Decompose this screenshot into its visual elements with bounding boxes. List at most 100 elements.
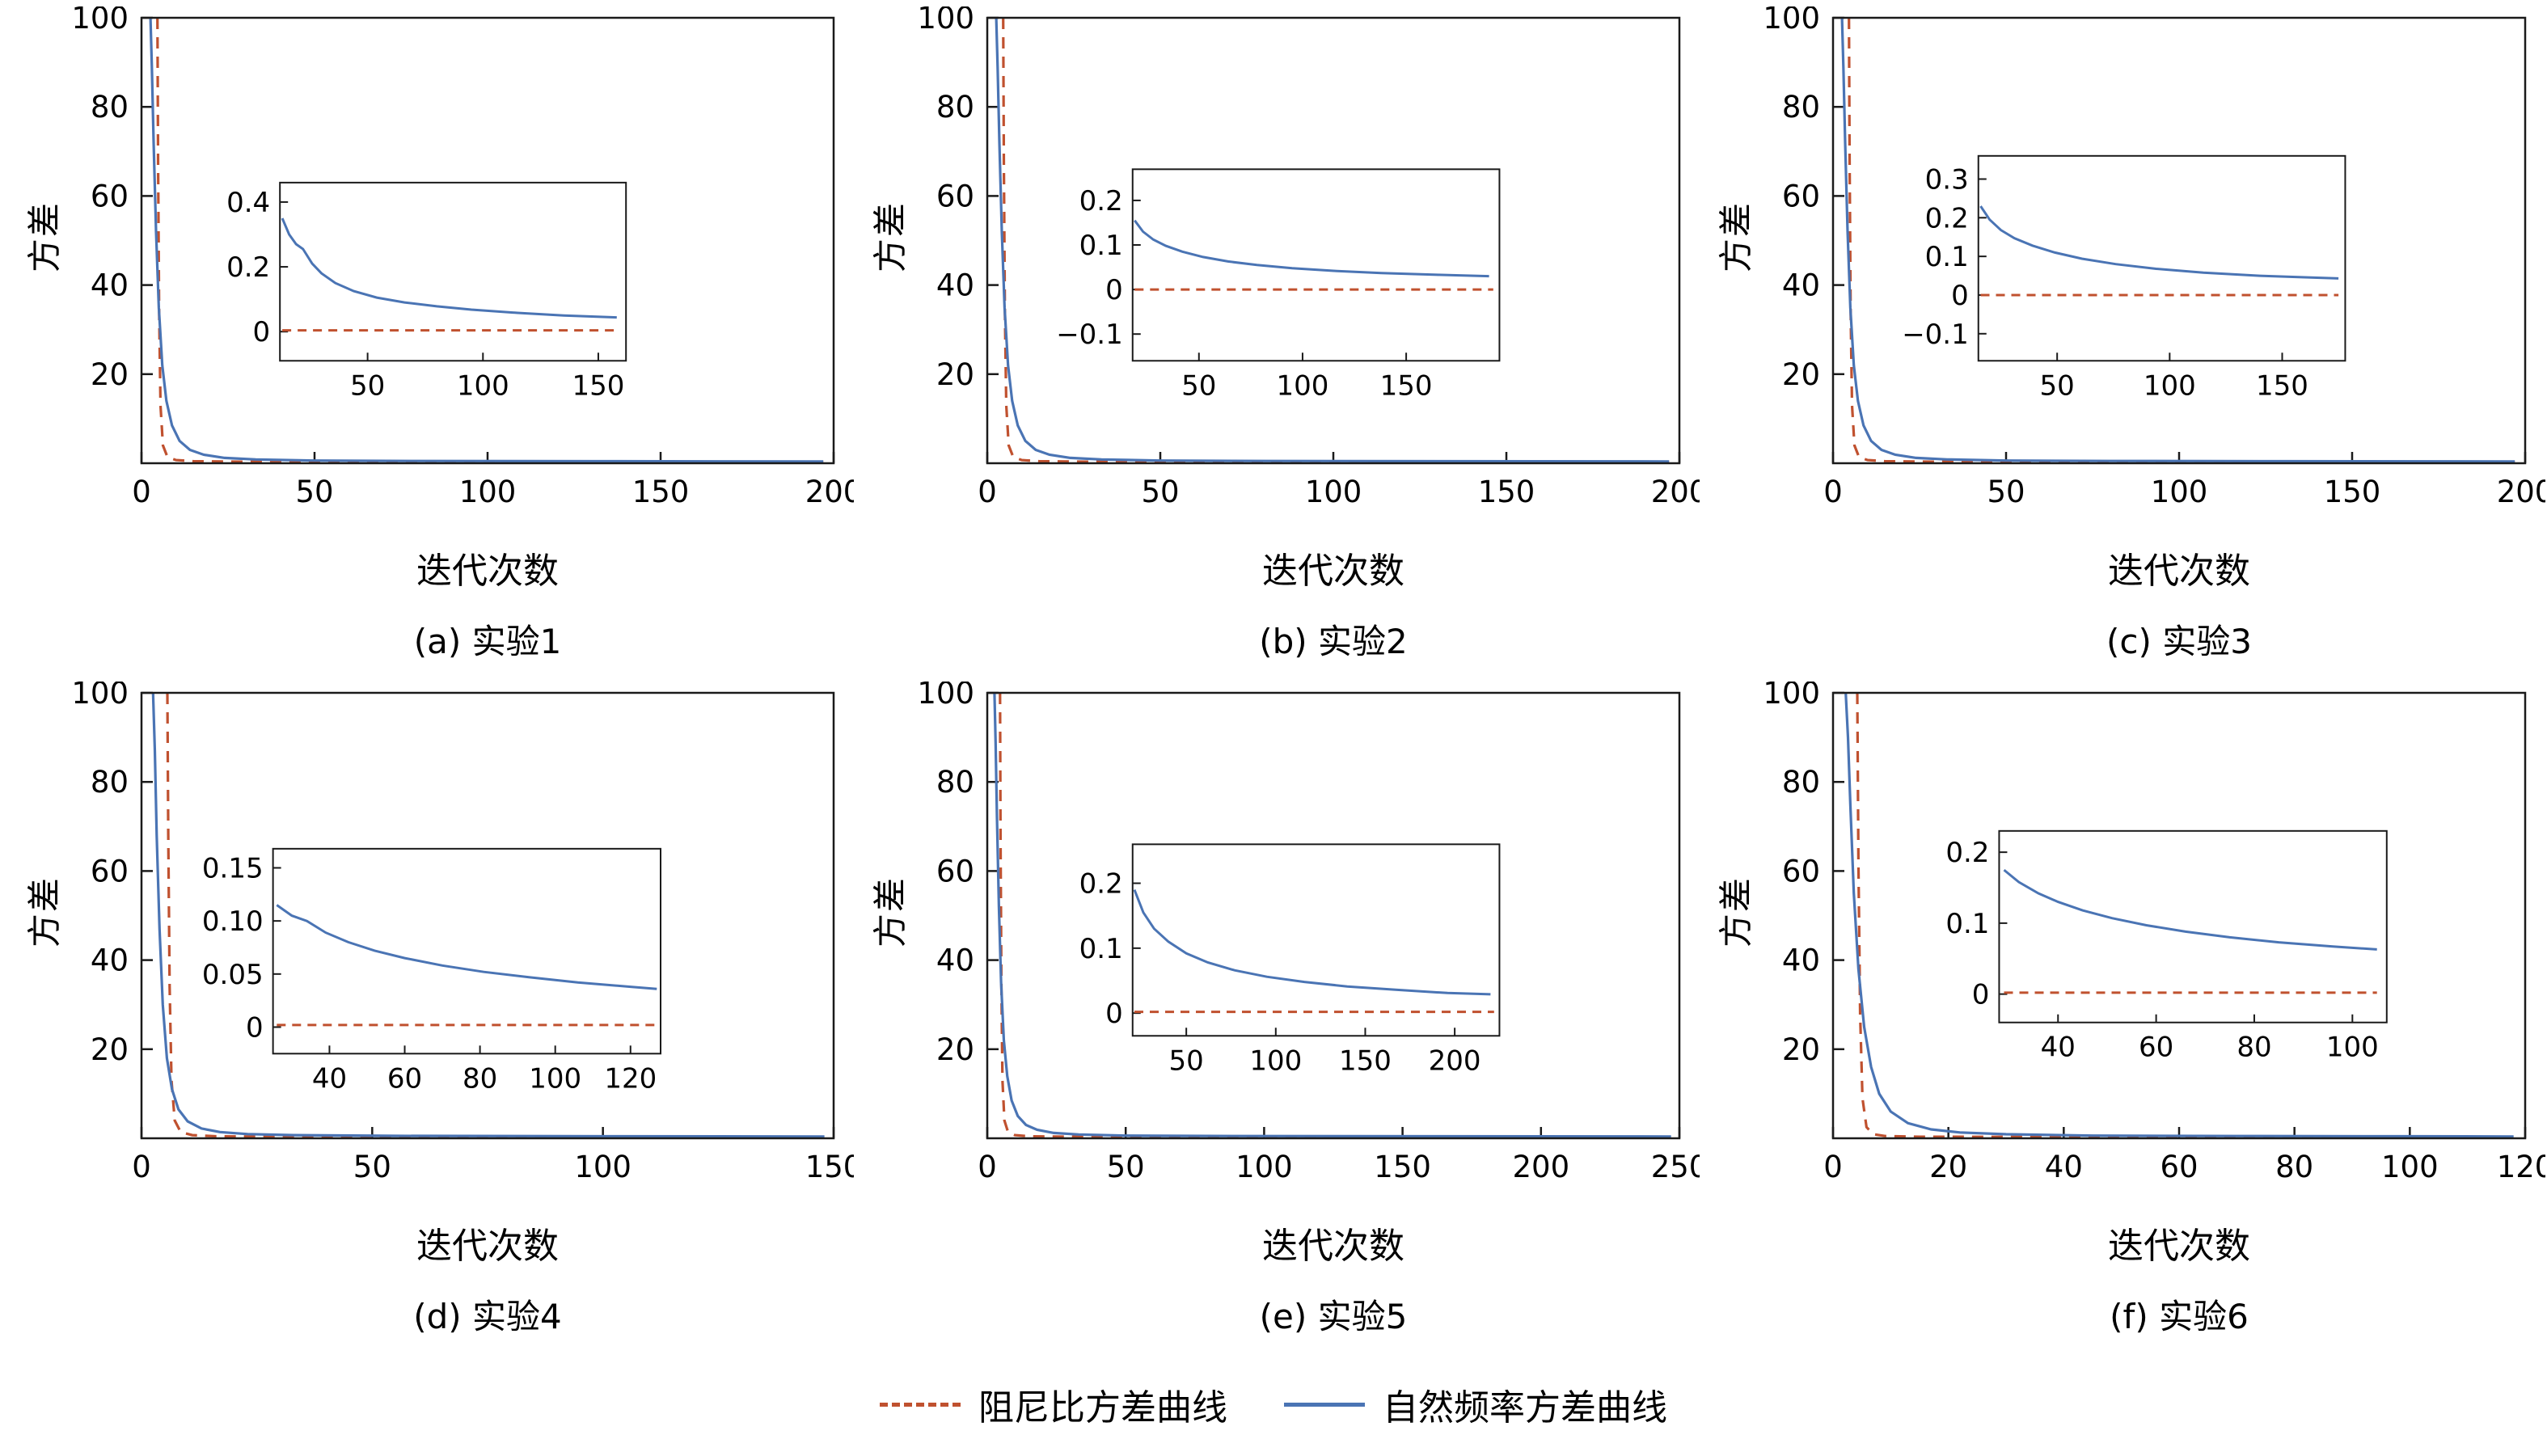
svg-text:0.3: 0.3 — [1925, 164, 1969, 196]
subplot-grid: 0 50 100 150 200 20 40 60 80 100 50 100 150 0 0.2 0.4 方… — [8, 1, 2547, 1357]
y-axis-label-c: 方差 — [1716, 201, 1756, 273]
svg-text:200: 200 — [2497, 475, 2545, 509]
subplot-e: 0 50 100 150 200 250 20 40 60 80 100 50 100 150 200 0 0.… — [854, 676, 1709, 1357]
svg-text:150: 150 — [632, 475, 690, 509]
svg-text:40: 40 — [312, 1062, 347, 1095]
svg-text:50: 50 — [1141, 475, 1179, 509]
legend-label-damping-ratio: 阻尼比方差曲线 — [978, 1387, 1227, 1429]
subplot-b: 0 50 100 150 200 20 40 60 80 100 50 100 150 −0.1 0 0.1 0… — [854, 1, 1709, 682]
svg-text:80: 80 — [2275, 1150, 2313, 1184]
svg-text:150: 150 — [2256, 369, 2308, 402]
svg-text:50: 50 — [1107, 1150, 1145, 1184]
x-axis-label-c: 迭代次数 — [2108, 551, 2250, 592]
svg-text:60: 60 — [387, 1062, 422, 1095]
natural-frequency-curve — [151, 693, 825, 1138]
svg-text:50: 50 — [350, 369, 385, 402]
y-axis-label-e: 方差 — [870, 876, 910, 948]
svg-text:20: 20 — [1782, 1032, 1820, 1067]
inset-natural-frequency-curve — [2003, 868, 2377, 951]
svg-text:0.1: 0.1 — [1945, 908, 1989, 940]
svg-text:60: 60 — [91, 854, 129, 888]
svg-text:60: 60 — [1782, 179, 1820, 213]
inset-natural-frequency-curve — [1133, 889, 1491, 996]
svg-text:120: 120 — [604, 1062, 657, 1095]
svg-text:150: 150 — [572, 369, 625, 402]
subplot-caption-c: (c) 实验3 — [2106, 622, 2252, 661]
chart-svg: 0 50 100 150 200 20 40 60 80 100 50 100 150 0 0.2 0.4 — [71, 1, 862, 509]
svg-text:150: 150 — [1339, 1045, 1392, 1077]
svg-text:200: 200 — [1651, 475, 1700, 509]
svg-text:80: 80 — [463, 1062, 497, 1095]
x-axis-label-e: 迭代次数 — [1262, 1226, 1404, 1267]
svg-text:0.2: 0.2 — [1079, 868, 1123, 901]
svg-text:150: 150 — [1374, 1150, 1431, 1184]
svg-text:20: 20 — [91, 1032, 129, 1067]
svg-text:40: 40 — [936, 268, 974, 303]
svg-text:150: 150 — [1478, 475, 1535, 509]
svg-text:0.1: 0.1 — [1079, 933, 1123, 965]
natural-frequency-curve — [995, 18, 1670, 463]
subplot-caption-d: (d) 实验4 — [413, 1297, 562, 1336]
legend-label-natural-frequency: 自然频率方差曲线 — [1383, 1387, 1667, 1429]
svg-text:50: 50 — [353, 1150, 391, 1184]
svg-text:100: 100 — [1276, 369, 1328, 402]
damping-ratio-curve — [1002, 18, 1670, 463]
svg-text:100: 100 — [1305, 475, 1362, 509]
svg-text:−0.1: −0.1 — [1902, 319, 1969, 351]
svg-text:40: 40 — [2045, 1150, 2083, 1184]
svg-text:20: 20 — [936, 357, 974, 392]
svg-text:0: 0 — [1823, 475, 1843, 509]
svg-text:40: 40 — [91, 268, 129, 303]
y-axis-label-b: 方差 — [870, 201, 910, 273]
y-axis-label-f: 方差 — [1716, 876, 1756, 948]
svg-text:0: 0 — [246, 1011, 264, 1044]
x-axis-label-a: 迭代次数 — [416, 551, 559, 592]
svg-text:80: 80 — [91, 90, 129, 124]
subplot-caption-e: (e) 实验5 — [1259, 1297, 1408, 1336]
chart-svg: 0 50 100 150 200 20 40 60 80 100 50 100 150 −0.1 0 0.1 0… — [917, 1, 1708, 509]
damping-ratio-curve — [156, 18, 824, 463]
natural-frequency-curve — [1840, 18, 2515, 463]
svg-text:120: 120 — [2497, 1150, 2545, 1184]
svg-text:0.10: 0.10 — [202, 905, 264, 938]
damping-ratio-curve — [166, 693, 825, 1138]
svg-text:60: 60 — [1782, 854, 1820, 888]
svg-text:60: 60 — [91, 179, 129, 213]
subplot-caption-a: (a) 实验1 — [413, 622, 562, 661]
svg-text:20: 20 — [1929, 1150, 1967, 1184]
natural-frequency-curve — [1844, 693, 2514, 1138]
subplot-caption-b: (b) 实验2 — [1259, 622, 1408, 661]
svg-text:200: 200 — [1429, 1045, 1481, 1077]
svg-text:80: 80 — [2237, 1032, 2271, 1064]
svg-text:50: 50 — [1181, 369, 1216, 402]
svg-text:100: 100 — [2381, 1150, 2439, 1184]
svg-text:0.2: 0.2 — [1079, 185, 1123, 217]
svg-text:100: 100 — [1235, 1150, 1293, 1184]
svg-text:100: 100 — [2151, 475, 2208, 509]
svg-text:0: 0 — [978, 1150, 997, 1184]
inset-natural-frequency-curve — [1979, 205, 2339, 280]
svg-text:60: 60 — [936, 854, 974, 888]
inset-natural-frequency-curve — [1134, 219, 1489, 278]
legend-item-damping-ratio: 阻尼比方差曲线 — [880, 1378, 1227, 1430]
svg-text:0: 0 — [1951, 280, 1969, 312]
svg-text:60: 60 — [2160, 1150, 2198, 1184]
chart-canvas-c: 0 50 100 150 200 20 40 60 80 100 50 100 150 −0.1 0 0.1 0… — [1700, 1, 2547, 528]
svg-text:0.4: 0.4 — [226, 187, 270, 219]
svg-text:0.1: 0.1 — [1925, 241, 1969, 273]
svg-text:250: 250 — [1651, 1150, 1700, 1184]
subplot-caption-f: (f) 实验6 — [2110, 1297, 2249, 1336]
svg-text:0: 0 — [1105, 998, 1123, 1030]
svg-text:80: 80 — [91, 765, 129, 800]
svg-text:100: 100 — [574, 1150, 631, 1184]
x-axis-label-b: 迭代次数 — [1262, 551, 1404, 592]
svg-text:0: 0 — [978, 475, 997, 509]
svg-text:0: 0 — [253, 316, 271, 348]
inset-natural-frequency-curve — [276, 904, 657, 990]
damping-ratio-curve — [1848, 18, 2515, 463]
chart-canvas-e: 0 50 100 150 200 250 20 40 60 80 100 50 100 150 200 0 0.… — [854, 676, 1708, 1203]
svg-text:50: 50 — [1987, 475, 2025, 509]
svg-text:100: 100 — [1763, 6, 1820, 36]
svg-text:100: 100 — [917, 6, 974, 36]
